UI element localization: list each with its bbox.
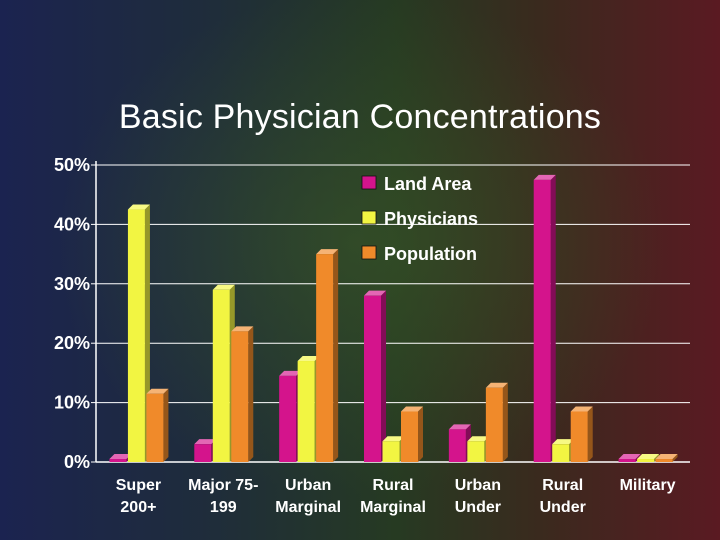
- bar-population: [401, 406, 423, 462]
- bar-land-area: [618, 454, 641, 462]
- y-tick-label: 40%: [54, 214, 90, 234]
- labels: 0% 10% 20% 30% 40% 50% Super 200+ Major 75-199 Ur…: [54, 155, 676, 516]
- bar-population: [655, 454, 678, 462]
- x-tick-label: Rural Under: [540, 477, 586, 516]
- bar-land-area: [364, 290, 386, 462]
- bar-population: [485, 382, 508, 462]
- y-tick-label: 20%: [54, 333, 90, 353]
- legend-swatch: [361, 210, 377, 225]
- slide-title: Basic Physician Concentrations: [118, 98, 602, 136]
- axes: [91, 161, 690, 463]
- legend-label: Population: [384, 244, 477, 264]
- y-tick-label: 50%: [54, 155, 90, 175]
- bar-physicians: [637, 454, 660, 462]
- bars: [109, 174, 678, 463]
- x-tick-label: Urban Under: [455, 477, 501, 516]
- bar-population: [146, 388, 169, 462]
- legend-label: Land Area: [384, 174, 472, 194]
- legend-swatch: [361, 245, 377, 260]
- bar-population: [570, 406, 593, 462]
- bar-population: [316, 249, 339, 462]
- x-tick-label: Major 75-199: [188, 477, 258, 516]
- x-tick-label: Super 200+: [116, 477, 161, 516]
- x-tick-label: Military: [620, 477, 676, 494]
- y-tick-label: 10%: [54, 393, 90, 413]
- bar-land-area: [448, 424, 471, 462]
- bar-population: [231, 326, 254, 462]
- y-tick-label: 0%: [64, 452, 90, 472]
- x-tick-label: Rural Marginal: [360, 477, 426, 516]
- y-tick-label: 30%: [54, 274, 90, 294]
- bar-land-area: [533, 174, 556, 462]
- gridlines: [96, 164, 690, 404]
- legend-label: Physicians: [384, 209, 478, 229]
- x-tick-label: Urban Marginal: [275, 477, 341, 516]
- legend: Land Area Physicians Population: [361, 174, 478, 264]
- legend-swatch: [361, 175, 377, 190]
